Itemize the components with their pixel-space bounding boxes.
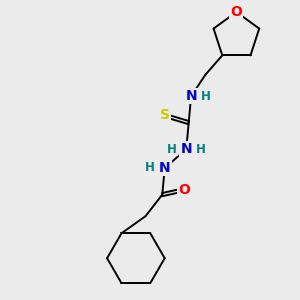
Text: N: N	[185, 89, 197, 103]
Text: O: O	[178, 183, 190, 197]
Text: N: N	[159, 161, 170, 175]
Text: O: O	[230, 5, 242, 19]
Text: H: H	[196, 142, 206, 155]
Text: S: S	[160, 108, 170, 122]
Text: N: N	[181, 142, 192, 156]
Text: H: H	[146, 160, 155, 173]
Text: H: H	[201, 90, 210, 103]
Text: H: H	[167, 142, 177, 155]
